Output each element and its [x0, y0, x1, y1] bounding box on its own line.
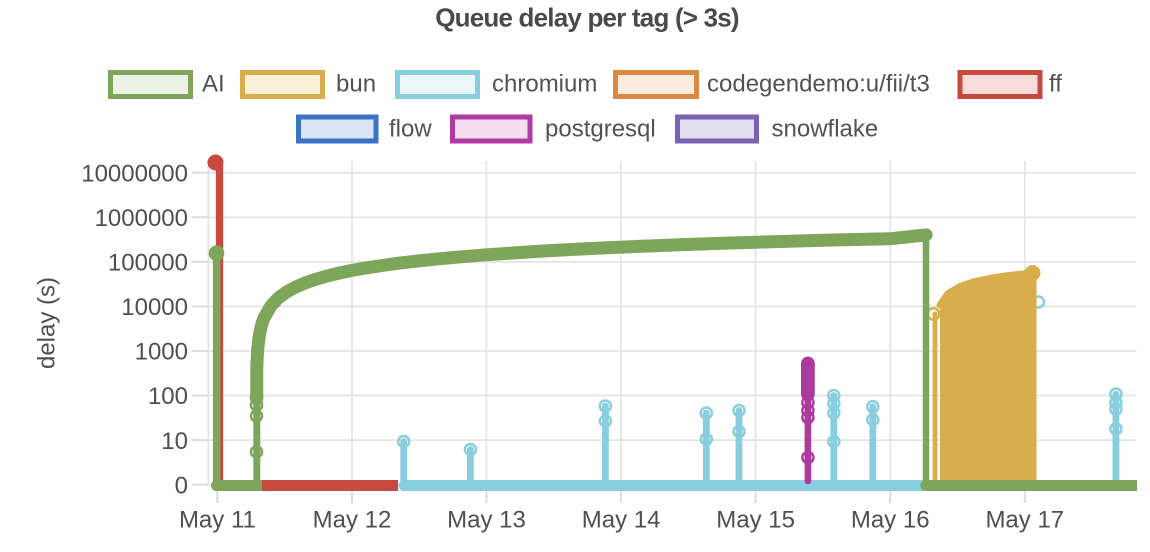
svg-text:10000000: 10000000	[81, 161, 188, 188]
svg-text:1000000: 1000000	[95, 205, 188, 232]
svg-text:10000: 10000	[121, 294, 188, 321]
svg-text:bun: bun	[336, 71, 376, 98]
svg-text:0: 0	[175, 472, 188, 499]
svg-text:delay (s): delay (s)	[34, 277, 61, 369]
svg-text:ff: ff	[1049, 71, 1062, 98]
svg-text:codegendemo:u/fii/t3: codegendemo:u/fii/t3	[707, 71, 930, 98]
svg-text:snowflake: snowflake	[772, 116, 879, 143]
svg-text:100000: 100000	[108, 250, 188, 277]
svg-text:May 11: May 11	[179, 507, 256, 534]
svg-text:1000: 1000	[135, 339, 188, 366]
svg-text:chromium: chromium	[492, 71, 597, 98]
svg-text:May 17: May 17	[985, 507, 1064, 534]
svg-text:100: 100	[148, 383, 188, 410]
svg-text:10: 10	[161, 428, 188, 455]
svg-text:flow: flow	[389, 116, 432, 143]
svg-text:Queue delay per tag (> 3s): Queue delay per tag (> 3s)	[435, 3, 739, 33]
svg-text:AI: AI	[202, 71, 225, 98]
svg-text:May 14: May 14	[582, 507, 661, 534]
svg-text:May 16: May 16	[851, 507, 930, 534]
svg-text:May 13: May 13	[447, 507, 526, 534]
svg-text:May 15: May 15	[716, 507, 795, 534]
svg-text:postgresql: postgresql	[545, 116, 656, 143]
svg-text:May 12: May 12	[313, 507, 392, 534]
